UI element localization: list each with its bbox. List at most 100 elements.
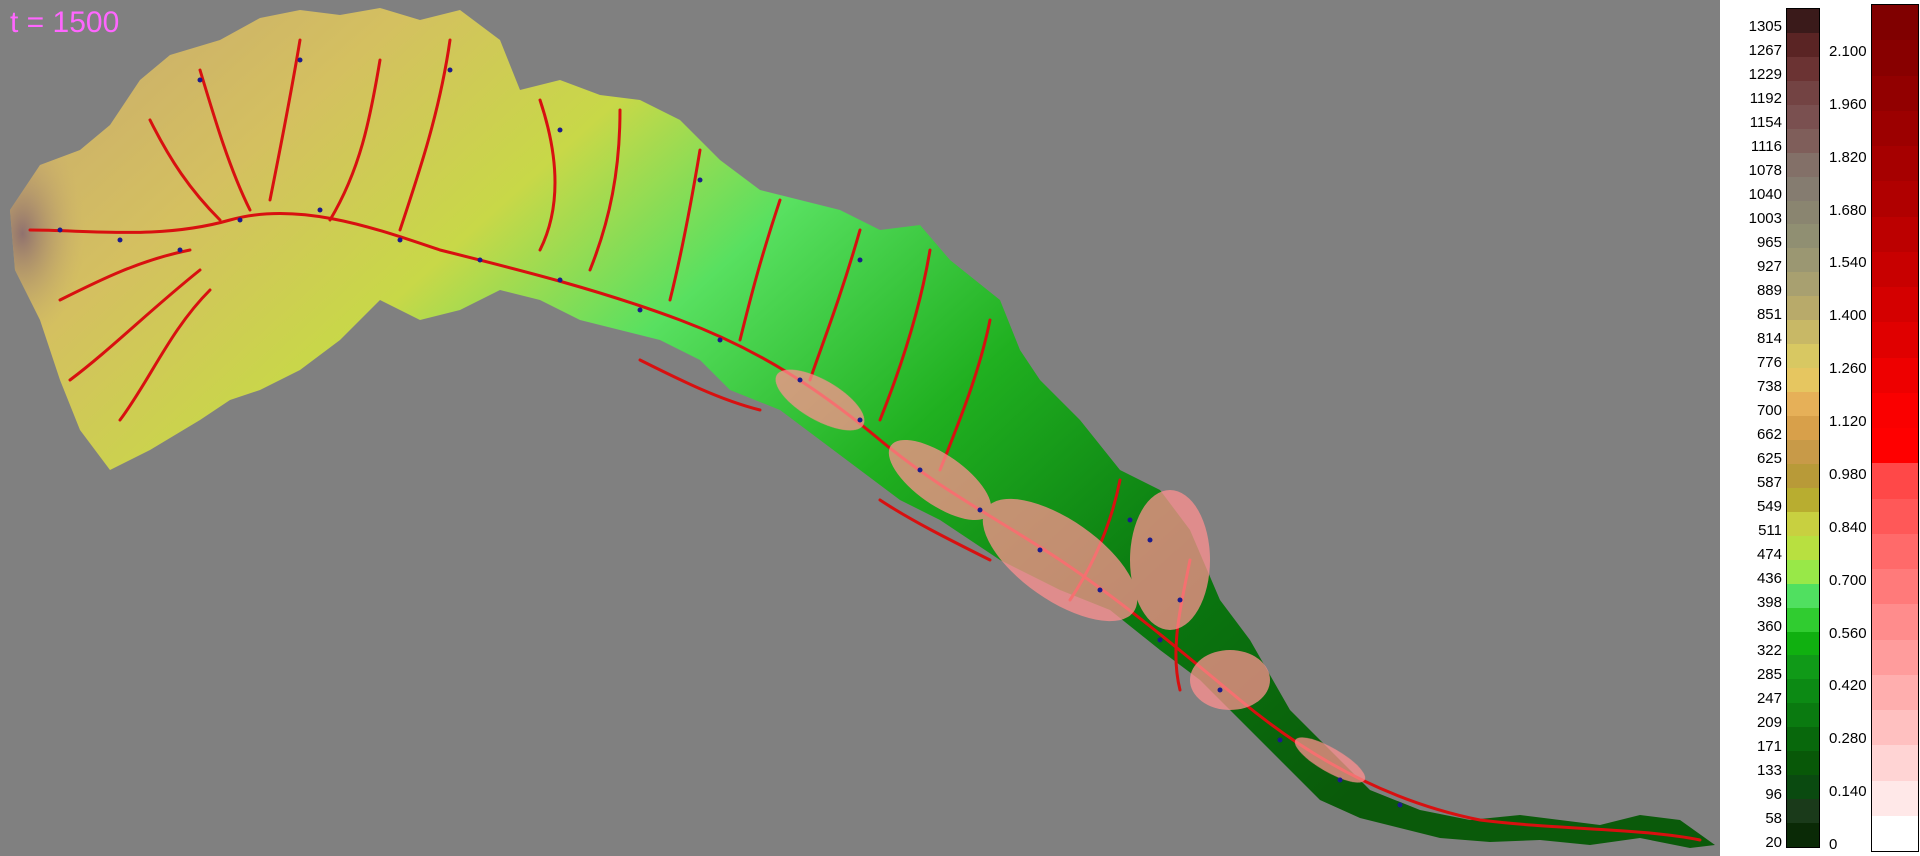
elevation-label: 436 bbox=[1756, 570, 1782, 587]
elevation-swatch bbox=[1787, 152, 1820, 178]
depth-swatch bbox=[1872, 392, 1918, 429]
elevation-label: 738 bbox=[1756, 378, 1782, 395]
elevation-label: 927 bbox=[1756, 258, 1782, 275]
depth-swatch bbox=[1872, 639, 1918, 676]
depth-swatch bbox=[1872, 40, 1918, 77]
depth-label: 2.100 bbox=[1829, 43, 1867, 60]
elevation-swatch bbox=[1787, 535, 1820, 561]
elevation-swatch bbox=[1787, 799, 1820, 824]
elevation-swatch bbox=[1787, 751, 1820, 776]
depth-swatch bbox=[1872, 463, 1918, 500]
elevation-label: 1305 bbox=[1748, 18, 1782, 35]
elevation-swatch bbox=[1787, 248, 1820, 273]
depth-label: 1.400 bbox=[1829, 307, 1867, 325]
elevation-swatch bbox=[1787, 463, 1820, 489]
elevation-label: 1229 bbox=[1748, 66, 1782, 83]
elevation-swatch bbox=[1787, 631, 1820, 657]
depth-label: 0.140 bbox=[1829, 783, 1867, 801]
elevation-label: 474 bbox=[1756, 546, 1782, 563]
elevation-swatch bbox=[1787, 224, 1820, 250]
depth-label: 0.560 bbox=[1829, 624, 1867, 642]
elevation-label: 398 bbox=[1756, 594, 1782, 611]
elevation-label: 662 bbox=[1756, 426, 1782, 443]
depth-swatch bbox=[1872, 710, 1918, 746]
elevation-swatch bbox=[1787, 344, 1820, 369]
depth-label: 0.700 bbox=[1829, 571, 1867, 589]
elevation-label: 209 bbox=[1756, 714, 1782, 731]
elevation-label: 285 bbox=[1756, 666, 1782, 683]
depth-label: 1.540 bbox=[1829, 254, 1867, 272]
elevation-label: 1267 bbox=[1748, 42, 1782, 59]
elevation-label: 1192 bbox=[1749, 90, 1782, 107]
elevation-label: 549 bbox=[1756, 498, 1782, 515]
elevation-swatch bbox=[1787, 487, 1820, 513]
river-network bbox=[28, 38, 1702, 842]
elevation-swatch bbox=[1787, 272, 1820, 297]
elevation-swatch bbox=[1787, 775, 1820, 800]
elevation-swatch bbox=[1787, 368, 1820, 393]
depth-label: 1.260 bbox=[1829, 360, 1867, 378]
catchment-outline bbox=[10, 8, 1715, 848]
elevation-label: 511 bbox=[1758, 522, 1782, 539]
elevation-swatch bbox=[1787, 607, 1820, 633]
depth-label: 0.280 bbox=[1829, 730, 1867, 748]
elevation-swatch bbox=[1787, 823, 1820, 848]
elevation-label: 776 bbox=[1756, 354, 1782, 371]
elevation-swatch bbox=[1787, 679, 1820, 704]
depth-swatch bbox=[1872, 75, 1918, 112]
depth-label: 1.120 bbox=[1829, 413, 1867, 431]
elevation-swatch bbox=[1787, 32, 1820, 58]
depth-label: 0.840 bbox=[1829, 518, 1867, 536]
depth-swatch bbox=[1872, 357, 1918, 394]
floodplain-zones bbox=[775, 369, 1366, 783]
depth-swatch bbox=[1872, 815, 1918, 852]
elevation-label: 851 bbox=[1756, 306, 1782, 323]
elevation-label: 133 bbox=[1756, 762, 1782, 779]
elevation-swatch bbox=[1787, 200, 1820, 226]
depth-swatch bbox=[1872, 322, 1918, 359]
elevation-label: 587 bbox=[1756, 474, 1782, 491]
depth-label: 1.960 bbox=[1829, 95, 1867, 113]
depth-swatch bbox=[1872, 216, 1918, 253]
depth-swatch bbox=[1872, 569, 1918, 605]
elevation-swatch bbox=[1787, 655, 1820, 680]
elevation-swatch bbox=[1787, 80, 1820, 106]
elevation-label: 965 bbox=[1756, 234, 1782, 251]
depth-label: 0 bbox=[1829, 836, 1838, 853]
depth-swatch bbox=[1872, 181, 1918, 218]
depth-label: 1.680 bbox=[1829, 201, 1867, 219]
depth-swatch bbox=[1872, 533, 1918, 570]
depth-colorbar-frame bbox=[1871, 4, 1919, 852]
depth-label: 0.420 bbox=[1829, 677, 1867, 695]
elevation-swatch bbox=[1787, 392, 1820, 417]
depth-swatch bbox=[1872, 5, 1918, 41]
elevation-label: 322 bbox=[1756, 642, 1782, 659]
elevation-swatch bbox=[1787, 176, 1820, 202]
elevation-swatch bbox=[1787, 128, 1820, 154]
elevation-label: 1154 bbox=[1749, 114, 1782, 131]
map-area[interactable]: t = 1500 bbox=[0, 0, 1720, 856]
elevation-swatch bbox=[1787, 104, 1820, 130]
time-step-label: t = 1500 bbox=[10, 6, 120, 39]
elevation-swatch bbox=[1787, 727, 1820, 752]
elevation-label: 247 bbox=[1756, 690, 1782, 707]
depth-swatch bbox=[1872, 251, 1918, 288]
elevation-label: 171 bbox=[1756, 738, 1782, 755]
elevation-swatch bbox=[1787, 511, 1820, 537]
depth-label: 1.820 bbox=[1829, 148, 1867, 166]
elevation-swatch bbox=[1787, 296, 1820, 321]
depth-swatch bbox=[1872, 780, 1918, 817]
elevation-label: 20 bbox=[1765, 834, 1782, 851]
elevation-label: 1116 bbox=[1750, 138, 1782, 155]
catchment-map bbox=[10, 8, 1715, 848]
depth-swatch bbox=[1872, 146, 1918, 182]
elevation-label: 625 bbox=[1756, 450, 1782, 467]
depth-swatch bbox=[1872, 674, 1918, 711]
depth-swatch bbox=[1872, 287, 1918, 323]
elevation-label: 1003 bbox=[1748, 210, 1782, 227]
depth-swatch bbox=[1872, 428, 1918, 464]
elevation-label: 58 bbox=[1765, 810, 1782, 827]
elevation-label: 1040 bbox=[1748, 186, 1782, 203]
elevation-colorbar-frame bbox=[1786, 8, 1820, 848]
elevation-label: 889 bbox=[1756, 282, 1782, 299]
